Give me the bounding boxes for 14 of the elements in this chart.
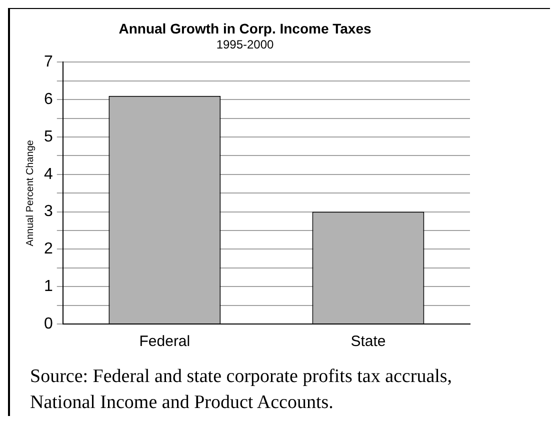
y-axis-title: Annual Percent Change (24, 140, 36, 246)
chart-subtitle: 1995-2000 (216, 37, 274, 52)
y-tick-label: 5 (44, 128, 53, 146)
x-tick-label: State (350, 333, 386, 350)
y-tick-label: 1 (44, 278, 53, 296)
x-tick-label: Federal (139, 333, 190, 350)
y-tick-label: 4 (44, 166, 53, 183)
source-note: Source: Federal and state corporate profits tax accruals, National Income and Product Accounts. (29, 365, 454, 415)
y-tick-label: 7 (44, 54, 53, 71)
y-tick-label: 3 (44, 203, 53, 220)
y-tick-label: 6 (44, 91, 53, 108)
y-tick-label: 2 (44, 240, 53, 258)
y-tick-label: 0 (44, 315, 53, 332)
chart-title: Annual Growth in Corp. Income Taxes (118, 20, 372, 36)
